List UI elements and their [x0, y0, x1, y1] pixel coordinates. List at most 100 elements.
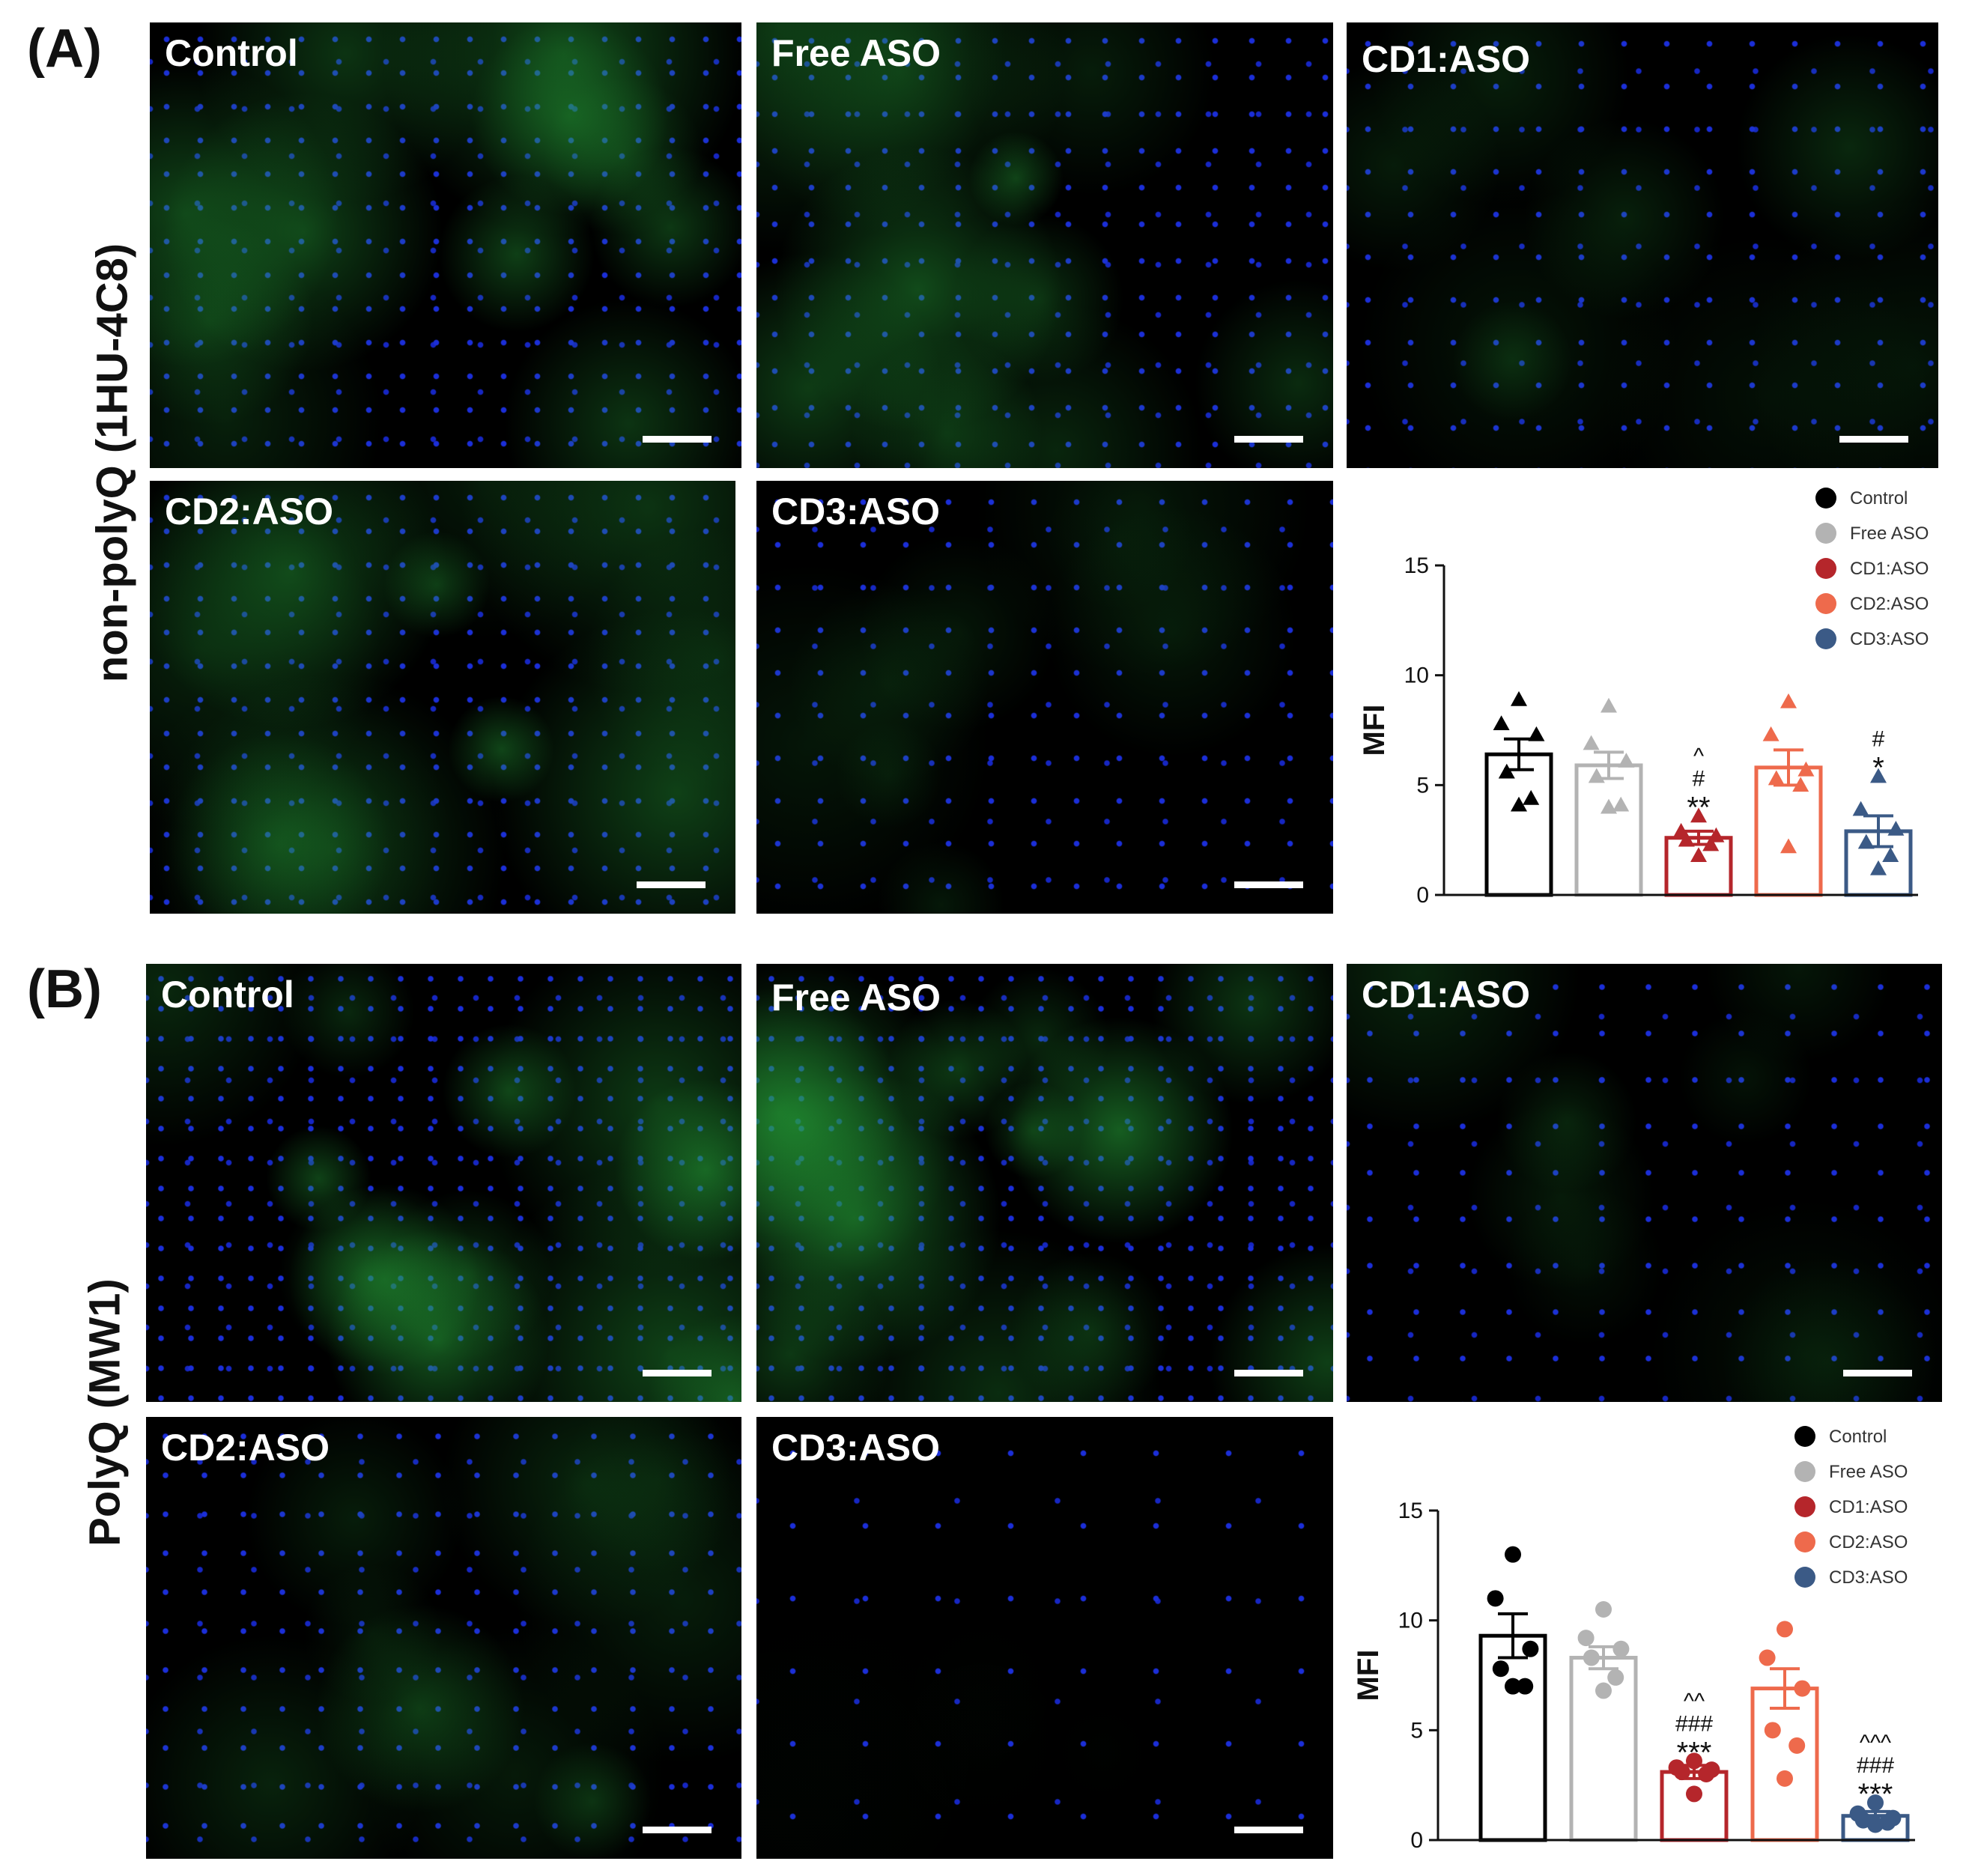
data-point: [1601, 697, 1617, 713]
legend-label: CD1:ASO: [1850, 559, 1929, 579]
data-point: [1583, 1649, 1600, 1666]
micrograph-a-cd2-aso: CD2:ASO: [150, 481, 735, 914]
micrograph-b-cd2-aso: CD2:ASO: [146, 1417, 741, 1859]
micrograph-label: Free ASO: [771, 32, 941, 74]
bar: [1750, 1687, 1819, 1842]
mfi-chart-b: Control Free ASO CD1:ASO CD2:ASO CD3:ASO 0 5 10…: [1341, 1419, 1947, 1869]
data-point: [1698, 1766, 1715, 1782]
data-point: [1595, 1682, 1612, 1699]
scale-bar: [1234, 1370, 1303, 1376]
data-point: [1777, 1770, 1793, 1787]
micrograph-label: CD3:ASO: [771, 491, 941, 532]
bar: [1660, 1770, 1729, 1842]
scale-bar: [637, 881, 706, 888]
legend-label: Free ASO: [1829, 1462, 1908, 1482]
significance-label: ###: [1675, 1711, 1713, 1736]
data-point: [1618, 753, 1635, 768]
data-point: [1511, 796, 1527, 812]
significance-label: ^^: [1684, 1689, 1705, 1713]
legend-swatch: [1794, 1496, 1815, 1517]
y-tick-label: 5: [1416, 773, 1429, 798]
micrograph-label: Control: [165, 32, 298, 74]
micrograph-label: Free ASO: [771, 977, 941, 1019]
scale-bar: [1839, 436, 1908, 443]
data-point: [1505, 1678, 1521, 1695]
data-point: [1528, 726, 1545, 741]
data-point: [1601, 798, 1617, 814]
scale-bar: [1234, 1827, 1303, 1833]
data-point: [1887, 821, 1905, 836]
data-point: [1797, 761, 1815, 777]
panel-letter-b: (B): [27, 959, 102, 1019]
significance-label: #: [1872, 727, 1885, 752]
data-point: [1768, 770, 1785, 786]
scale-bar: [1234, 881, 1303, 888]
data-point: [1492, 1660, 1509, 1678]
legend-swatch: [1815, 523, 1836, 544]
data-point: [1702, 836, 1720, 852]
data-point: [1493, 715, 1510, 730]
scale-bar: [1234, 436, 1303, 443]
legend-swatch: [1815, 593, 1836, 614]
legend-label: CD1:ASO: [1829, 1497, 1908, 1517]
data-point: [1879, 1814, 1896, 1831]
data-point: [1690, 847, 1707, 862]
data-point: [1505, 1546, 1521, 1563]
data-point: [1870, 860, 1887, 875]
data-point: [1523, 789, 1540, 805]
row-label-a: non-polyQ (1HU-4C8): [88, 243, 137, 683]
micrograph-label: CD2:ASO: [165, 491, 334, 532]
micrograph-a-cd1-aso: CD1:ASO: [1347, 22, 1938, 468]
data-point: [1780, 693, 1797, 708]
legend-swatch: [1794, 1532, 1815, 1552]
legend-label: CD3:ASO: [1850, 629, 1929, 649]
data-point: [1686, 1752, 1702, 1770]
legend-swatch: [1794, 1461, 1815, 1482]
scale-bar: [643, 436, 712, 443]
data-point: [1794, 1680, 1811, 1697]
bar: [1484, 752, 1553, 897]
data-point: [1517, 1678, 1534, 1695]
y-tick-label: 10: [1398, 1609, 1423, 1633]
data-point: [1673, 1764, 1690, 1781]
legend-label: Free ASO: [1850, 523, 1929, 544]
data-point: [1511, 690, 1527, 706]
data-point: [1762, 726, 1780, 741]
data-point: [1759, 1649, 1776, 1666]
data-point: [1522, 1640, 1539, 1657]
bar: [1478, 1633, 1547, 1842]
legend-label: Control: [1850, 488, 1908, 509]
data-point: [1583, 735, 1600, 750]
micrograph-b-cd3-aso: CD3:ASO: [756, 1417, 1333, 1859]
significance-label: ***: [1677, 1736, 1712, 1769]
data-point: [1788, 1737, 1806, 1754]
data-point: [1612, 1640, 1630, 1657]
legend-label: CD3:ASO: [1829, 1567, 1908, 1588]
micrograph-a-free-aso: Free ASO: [756, 22, 1333, 468]
significance-label: #: [1693, 766, 1705, 791]
scale-bar: [643, 1370, 712, 1376]
scale-bar: [643, 1827, 712, 1833]
significance-label: ***: [1858, 1778, 1893, 1811]
micrograph-label: CD1:ASO: [1362, 974, 1531, 1016]
y-tick-label: 5: [1410, 1718, 1423, 1743]
legend-swatch: [1794, 1567, 1815, 1588]
data-point: [1870, 768, 1887, 783]
y-tick-label: 10: [1404, 664, 1429, 688]
data-point: [1882, 847, 1899, 862]
micrograph-label: CD3:ASO: [771, 1427, 941, 1469]
data-point: [1777, 1621, 1793, 1638]
y-axis-label: MFI: [1352, 1650, 1385, 1702]
row-label-b: PolyQ (MW1): [80, 1278, 130, 1546]
legend-swatch: [1815, 628, 1836, 649]
data-point: [1867, 1794, 1884, 1812]
panel-letter-a: (A): [27, 19, 102, 79]
micrograph-a-control: Control: [150, 22, 741, 468]
mfi-chart-a: Control Free ASO CD1:ASO CD2:ASO CD3:ASO 0 5 10…: [1347, 479, 1946, 921]
data-point: [1857, 834, 1875, 849]
bar: [1754, 765, 1823, 897]
significance-label: *: [1872, 752, 1884, 785]
legend-label: CD2:ASO: [1850, 594, 1929, 614]
legend-swatch: [1815, 488, 1836, 509]
bar: [1574, 763, 1643, 897]
